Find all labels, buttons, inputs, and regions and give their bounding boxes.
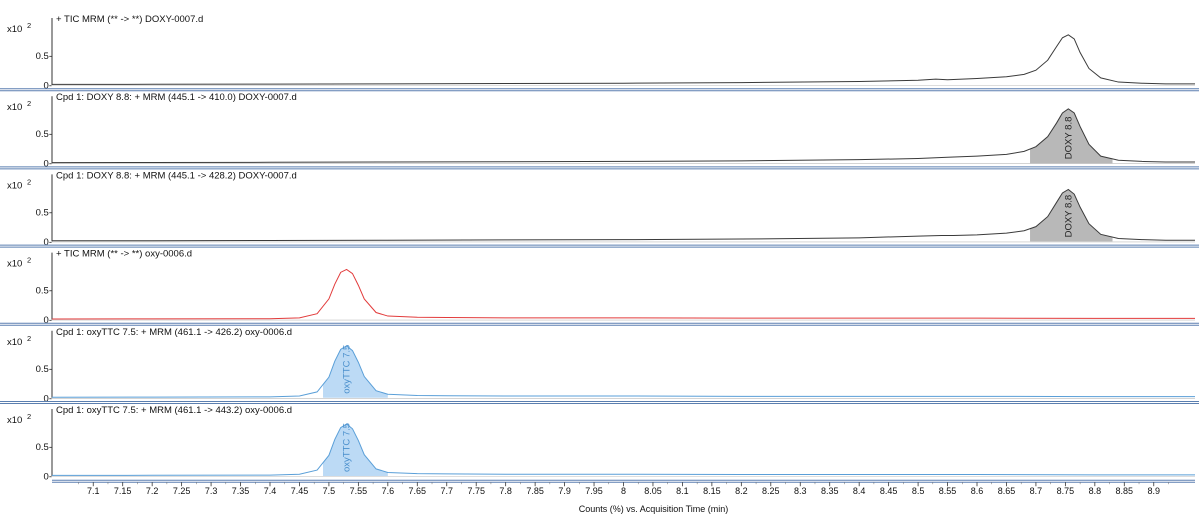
y-tick-label-zero: 0- [44, 472, 52, 483]
chromatogram-trace [52, 109, 1195, 163]
panel-title: Cpd 1: DOXY 8.8: + MRM (445.1 -> 428.2) … [56, 170, 297, 181]
x-tick-label: 7.4 [264, 486, 277, 496]
y-multiplier-label: x10 [7, 24, 22, 35]
y-multiplier-exponent: 2 [27, 177, 31, 186]
x-tick-label: 7.95 [585, 486, 603, 496]
y-multiplier-label: x10 [7, 415, 22, 426]
y-multiplier-label: x10 [7, 259, 22, 270]
x-tick-label: 8.4 [853, 486, 866, 496]
y-tick-label-half: 0.5- [36, 286, 52, 297]
y-tick-label-half: 0.5- [36, 442, 52, 453]
y-multiplier-exponent: 2 [27, 256, 31, 265]
panel-title: Cpd 1: oxyTTC 7.5: + MRM (461.1 -> 426.2… [56, 327, 292, 338]
x-tick-label: 8.55 [939, 486, 957, 496]
x-tick-label: 8.3 [794, 486, 807, 496]
x-tick-label: 8.8 [1089, 486, 1102, 496]
y-tick-label-half: 0.5- [36, 51, 52, 62]
chromatogram-trace [52, 269, 1195, 319]
y-multiplier-label: x10 [7, 180, 22, 191]
chromatogram-panel-4: x10 2 0.5- 0- + TIC MRM (** -> **) oxy-0006.… [0, 245, 1199, 326]
chromatogram-panel-1: x10 2 0.5- 0- + TIC MRM (** -> **) DOXY-0007… [7, 14, 1195, 92]
panel-title: + TIC MRM (** -> **) oxy-0006.d [56, 249, 192, 260]
x-tick-label: 8.45 [880, 486, 898, 496]
panel-title: Cpd 1: oxyTTC 7.5: + MRM (461.1 -> 443.2… [56, 405, 292, 416]
chromatogram-panel-2: x10 2 0.5- 0- Cpd 1: DOXY 8.8: + MRM (445.1 … [0, 89, 1199, 170]
x-tick-label: 7.75 [467, 486, 485, 496]
x-tick-label: 8.15 [703, 486, 721, 496]
x-tick-label: 7.45 [291, 486, 309, 496]
x-tick-label: 7.25 [173, 486, 191, 496]
x-tick-label: 7.8 [499, 486, 512, 496]
y-multiplier-exponent: 2 [27, 99, 31, 108]
x-tick-label: 7.55 [350, 486, 368, 496]
x-tick-label: 8.05 [644, 486, 662, 496]
x-tick-label: 7.65 [409, 486, 427, 496]
x-tick-label: 8.25 [762, 486, 780, 496]
integrated-peak-area [323, 346, 388, 398]
chromatogram-trace [52, 424, 1195, 475]
chromatogram-panel-6: x10 2 0.5- 0- Cpd 1: oxyTTC 7.5: + MRM (461.… [0, 402, 1199, 483]
y-tick-label-zero: 0- [44, 81, 52, 92]
y-multiplier-exponent: 2 [27, 334, 31, 343]
y-tick-label-zero: 0- [44, 237, 52, 248]
x-tick-label: 8.6 [971, 486, 984, 496]
chromatogram-panel-3: x10 2 0.5- 0- Cpd 1: DOXY 8.8: + MRM (445.1 … [0, 167, 1199, 248]
y-tick-label-zero: 0- [44, 315, 52, 326]
peak-label: DOXY 8.8 [1063, 195, 1074, 238]
x-tick-label: 8.1 [676, 486, 689, 496]
x-tick-label: 8.65 [998, 486, 1016, 496]
y-tick-label-zero: 0- [44, 393, 52, 404]
y-multiplier-label: x10 [7, 337, 22, 348]
x-tick-label: 8.35 [821, 486, 839, 496]
x-tick-label: 7.5 [323, 486, 336, 496]
x-tick-label: 7.2 [146, 486, 159, 496]
y-tick-label-half: 0.5- [36, 364, 52, 375]
x-tick-label: 7.85 [526, 486, 544, 496]
y-tick-label-half: 0.5- [36, 207, 52, 218]
x-tick-label: 8.7 [1030, 486, 1043, 496]
y-multiplier-exponent: 2 [27, 412, 31, 421]
x-tick-label: 7.3 [205, 486, 218, 496]
x-tick-label: 8.5 [912, 486, 925, 496]
peak-label: oxyTTC 7.5 [342, 345, 353, 394]
x-tick-label: 8 [621, 486, 626, 496]
x-tick-label: 8.9 [1147, 486, 1160, 496]
x-tick-label: 7.9 [558, 486, 571, 496]
peak-label: oxyTTC 7.5 [342, 423, 353, 472]
x-tick-label: 7.6 [382, 486, 395, 496]
peak-label: DOXY 8.8 [1063, 117, 1074, 160]
y-tick-label-zero: 0- [44, 159, 52, 170]
y-multiplier-exponent: 2 [27, 21, 31, 30]
x-tick-label: 8.75 [1057, 486, 1075, 496]
x-tick-label: 7.35 [232, 486, 250, 496]
chromatogram-trace [52, 346, 1195, 397]
panel-title: + TIC MRM (** -> **) DOXY-0007.d [56, 14, 203, 25]
chromatogram-trace [52, 35, 1195, 85]
x-tick-label: 8.2 [735, 486, 748, 496]
x-tick-label: 7.15 [114, 486, 132, 496]
panel-title: Cpd 1: DOXY 8.8: + MRM (445.1 -> 410.0) … [56, 92, 297, 103]
chromatogram-trace [52, 189, 1195, 240]
x-tick-label: 7.1 [87, 486, 100, 496]
y-multiplier-label: x10 [7, 102, 22, 113]
x-tick-label: 8.85 [1116, 486, 1134, 496]
chromatogram-panel-5: x10 2 0.5- 0- Cpd 1: oxyTTC 7.5: + MRM (461.… [0, 323, 1199, 404]
x-tick-label: 7.7 [440, 486, 453, 496]
y-tick-label-half: 0.5- [36, 129, 52, 140]
integrated-peak-area [323, 424, 388, 476]
x-axis-label: Counts (%) vs. Acquisition Time (min) [579, 504, 729, 514]
